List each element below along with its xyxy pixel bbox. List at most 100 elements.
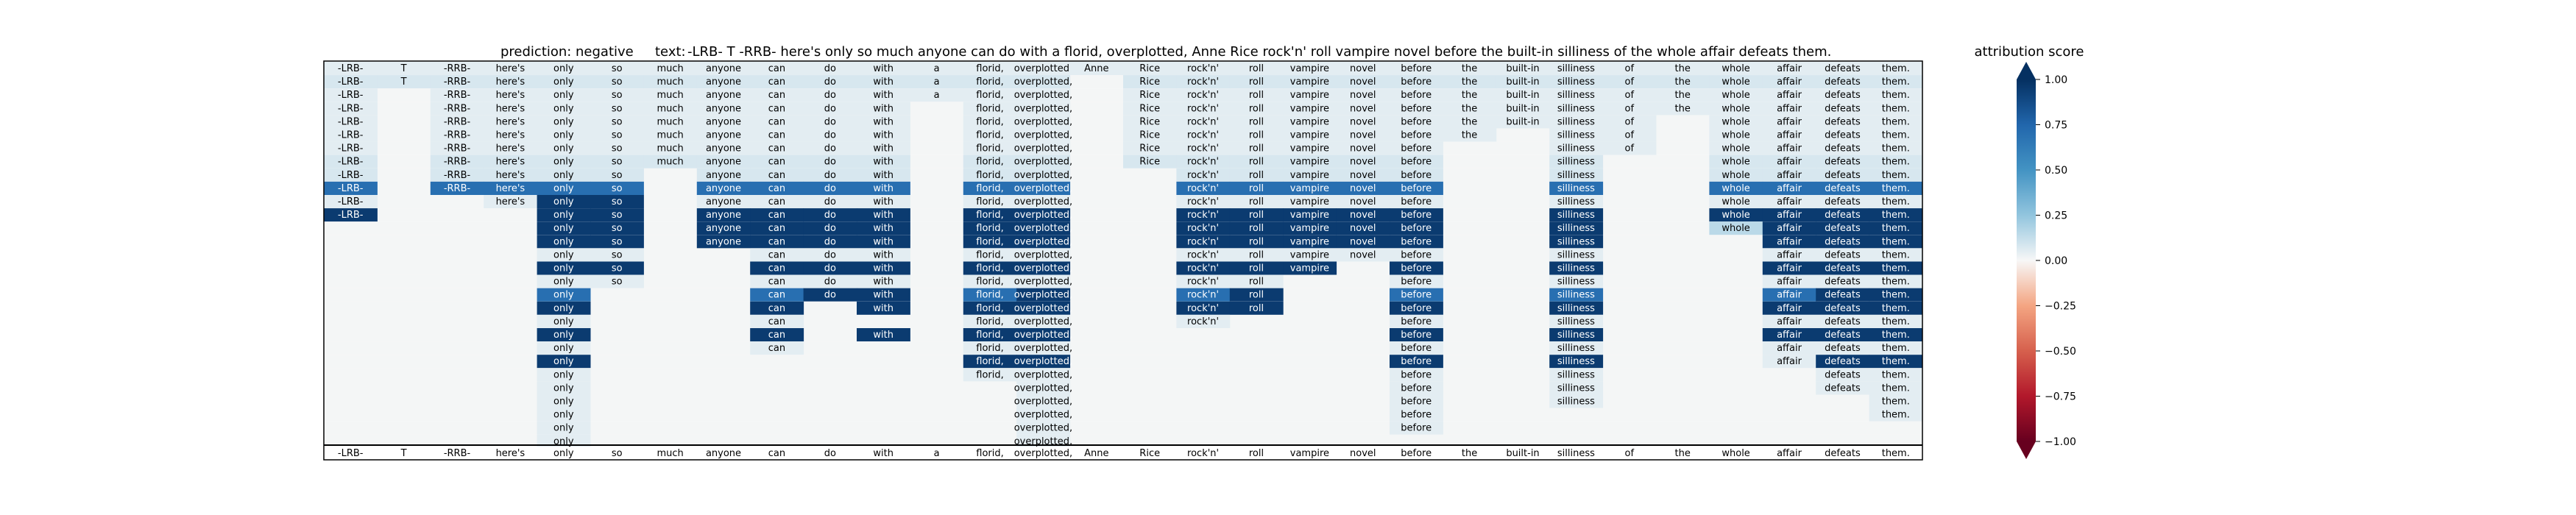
cell-token-label: them.	[1882, 130, 1910, 141]
cell-token-label: rock'n'	[1187, 130, 1219, 141]
heatmap-cell	[1016, 102, 1071, 116]
heatmap-cell	[1390, 154, 1443, 168]
cell-token-label: can	[768, 316, 785, 327]
cell-token-label: -RRB-	[444, 116, 471, 127]
cell-token-label: -LRB-	[338, 170, 364, 181]
cell-token-label: florid,	[976, 369, 1003, 380]
cell-token-label: defeats	[1825, 90, 1861, 101]
input-token-label: much	[657, 448, 683, 459]
cell-token-label: affair	[1777, 277, 1802, 288]
heatmap-cell	[1016, 62, 1071, 76]
cell-token-label: whole	[1722, 223, 1749, 234]
heatmap-cell	[1816, 141, 1870, 155]
input-token-label: Anne	[1084, 448, 1108, 459]
heatmap-cell	[857, 181, 910, 195]
cell-token-label: so	[612, 183, 623, 194]
cell-token-label: affair	[1777, 183, 1802, 194]
heatmap-cell	[590, 154, 644, 168]
cell-token-label: anyone	[706, 183, 741, 194]
heatmap-cell	[803, 248, 857, 262]
cell-token-label: silliness	[1557, 183, 1595, 194]
heatmap-cell	[1229, 235, 1284, 249]
cell-token-label: rock'n'	[1187, 157, 1219, 168]
cell-token-label: overplotted,	[1014, 116, 1072, 127]
cell-token-label: affair	[1777, 103, 1802, 114]
heatmap-cell	[1656, 102, 1710, 116]
cell-token-label: defeats	[1825, 330, 1861, 341]
heatmap-cell	[1229, 75, 1284, 89]
heatmap-cell	[1176, 195, 1231, 209]
heatmap-cell	[537, 421, 591, 435]
cell-token-label: florid,	[976, 77, 1003, 88]
cell-token-label: Rice	[1139, 90, 1160, 101]
input-token-label: do	[824, 448, 836, 459]
cell-token-label: overplotted,	[1014, 196, 1072, 207]
heatmap-row-bg	[324, 301, 1922, 315]
cell-token-label: do	[824, 63, 836, 74]
cell-token-label: them.	[1882, 103, 1910, 114]
cell-token-label: roll	[1249, 63, 1264, 74]
heatmap-cell	[1549, 248, 1604, 262]
heatmap-cell	[1176, 88, 1231, 102]
cell-token-label: florid,	[976, 223, 1003, 234]
cell-token-label: roll	[1249, 103, 1264, 114]
cell-token-label: before	[1401, 316, 1432, 327]
heatmap-cell	[1549, 154, 1604, 168]
heatmap-cell	[1229, 181, 1284, 195]
heatmap-cell	[590, 274, 644, 288]
heatmap-cell	[1816, 261, 1870, 275]
cell-token-label: silliness	[1557, 236, 1595, 247]
cell-token-label: rock'n'	[1187, 143, 1219, 154]
cell-token-label: with	[873, 143, 894, 154]
heatmap-cell	[1816, 355, 1870, 369]
heatmap-cell	[963, 195, 1017, 209]
heatmap-cell	[1762, 221, 1816, 235]
cell-token-label: Rice	[1139, 143, 1160, 154]
cell-token-label: affair	[1777, 116, 1802, 127]
cell-token-label: before	[1401, 223, 1432, 234]
heatmap-cell	[1283, 62, 1337, 76]
cell-token-label: rock'n'	[1187, 277, 1219, 288]
heatmap-cell	[1709, 168, 1763, 182]
heatmap-cell	[1016, 221, 1071, 235]
cell-token-label: them.	[1882, 383, 1910, 394]
cell-token-label: silliness	[1557, 383, 1595, 394]
cell-token-label: with	[873, 63, 894, 74]
heatmap-cell	[696, 221, 751, 235]
input-token-label: whole	[1722, 448, 1749, 459]
heatmap-cell	[324, 128, 378, 142]
heatmap-cell	[1390, 141, 1443, 155]
cell-token-label: before	[1401, 343, 1432, 354]
heatmap-cell	[1336, 248, 1390, 262]
cell-token-label: whole	[1722, 170, 1749, 181]
heatmap-cell	[803, 141, 857, 155]
input-token-label: anyone	[706, 448, 741, 459]
cell-token-label: anyone	[706, 143, 741, 154]
heatmap-cell	[1869, 75, 1923, 89]
heatmap-cell	[537, 301, 591, 315]
cell-token-label: so	[612, 263, 623, 274]
cell-token-label: whole	[1722, 183, 1749, 194]
cell-token-label: them.	[1882, 249, 1910, 260]
cell-token-label: novel	[1350, 210, 1376, 221]
cell-token-label: only	[553, 183, 574, 194]
heatmap-cell	[1016, 261, 1071, 275]
cell-token-label: can	[768, 210, 785, 221]
cell-token-label: can	[768, 277, 785, 288]
cell-token-label: anyone	[706, 210, 741, 221]
input-token-label: so	[612, 448, 623, 459]
heatmap-cell	[1869, 141, 1923, 155]
heatmap-cell	[537, 62, 591, 76]
heatmap-cell	[1229, 208, 1284, 222]
heatmap-cell	[1016, 75, 1071, 89]
cell-token-label: the	[1462, 116, 1477, 127]
cell-token-label: silliness	[1557, 343, 1595, 354]
cell-token-label: here's	[496, 157, 526, 168]
cell-token-label: here's	[496, 183, 526, 194]
heatmap-cell	[963, 301, 1017, 315]
heatmap-cell	[1709, 181, 1763, 195]
heatmap-cell	[537, 168, 591, 182]
heatmap-cell	[696, 181, 751, 195]
cell-token-label: much	[657, 77, 683, 88]
heatmap-cell	[1762, 115, 1816, 129]
